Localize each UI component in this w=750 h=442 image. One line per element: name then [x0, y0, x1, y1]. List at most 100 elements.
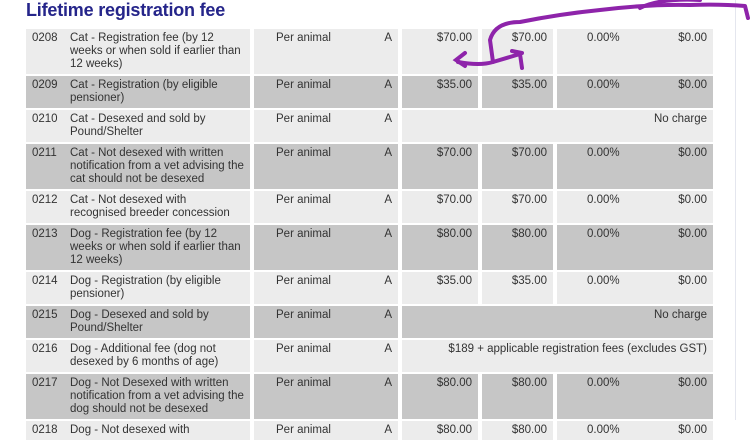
description-cell: 0210 Cat - Desexed and sold by Pound/Shel… [26, 110, 250, 142]
fee-description: Cat - Desexed and sold by Pound/Shelter [70, 113, 206, 138]
fee-code: 0210 [32, 113, 58, 125]
unit-cell: Per animal A [254, 340, 398, 372]
table-row: 0215 Dog - Desexed and sold by Pound/Shel… [26, 306, 714, 340]
unit: Per animal [276, 32, 331, 44]
fee-description: Dog - Not desexed with [70, 424, 190, 436]
table-row: 0209 Cat - Registration (by eligible pens… [26, 76, 714, 110]
fee-current: $80.00 [482, 225, 553, 270]
fee-table: 0208 Cat - Registration fee (by 12 weeks … [26, 29, 714, 442]
fee-current: $80.00 [482, 421, 553, 440]
unit-cell: Per animal A [254, 421, 398, 440]
fee-code: 0213 [32, 228, 58, 240]
fee-description: Dog - Not Desexed with written notificat… [70, 377, 244, 415]
unit-cell: Per animal A [254, 306, 398, 338]
unit-cell: Per animal A [254, 29, 398, 74]
table-row: 0210 Cat - Desexed and sold by Pound/Shel… [26, 110, 714, 144]
unit: Per animal [276, 79, 331, 91]
change-cell: 0.00% $0.00 [557, 225, 713, 270]
flag: A [384, 377, 392, 389]
table-row: 0213 Dog - Registration fee (by 12 weeks … [26, 225, 714, 272]
table-row: 0214 Dog - Registration (by eligible pens… [26, 272, 714, 306]
unit: Per animal [276, 309, 331, 321]
description-cell: 0215 Dog - Desexed and sold by Pound/Shel… [26, 306, 250, 338]
change-cell: 0.00% $0.00 [557, 374, 713, 419]
gst: $0.00 [678, 32, 707, 44]
percent-change: 0.00% [587, 424, 620, 436]
gst: $0.00 [678, 194, 707, 206]
fee-prior: $80.00 [402, 225, 478, 270]
gst: $0.00 [678, 275, 707, 287]
fee-description: Cat - Registration fee (by 12 weeks or w… [70, 32, 241, 70]
flag: A [384, 424, 392, 436]
table-row: 0216 Dog - Additional fee (dog not desexe… [26, 340, 714, 374]
description-cell: 0208 Cat - Registration fee (by 12 weeks … [26, 29, 250, 74]
unit: Per animal [276, 147, 331, 159]
description-cell: 0218 Dog - Not desexed with [26, 421, 250, 440]
unit-cell: Per animal A [254, 272, 398, 304]
table-row: 0208 Cat - Registration fee (by 12 weeks … [26, 29, 714, 76]
fee-code: 0217 [32, 377, 58, 389]
fee-prior: $70.00 [402, 144, 478, 189]
gst: $0.00 [678, 79, 707, 91]
unit: Per animal [276, 194, 331, 206]
percent-change: 0.00% [587, 32, 620, 44]
fee-description: Dog - Registration fee (by 12 weeks or w… [70, 228, 241, 266]
unit-cell: Per animal A [254, 110, 398, 142]
description-cell: 0212 Cat - Not desexed with recognised br… [26, 191, 250, 223]
note-cell: No charge [402, 306, 713, 338]
flag: A [384, 275, 392, 287]
table-row: 0212 Cat - Not desexed with recognised br… [26, 191, 714, 225]
fee-description: Cat - Not desexed with written notificat… [70, 147, 244, 185]
fee-code: 0212 [32, 194, 58, 206]
unit: Per animal [276, 113, 331, 125]
fee-code: 0208 [32, 32, 58, 44]
fee-prior: $70.00 [402, 191, 478, 223]
fee-prior: $70.00 [402, 29, 478, 74]
percent-change: 0.00% [587, 275, 620, 287]
change-cell: 0.00% $0.00 [557, 144, 713, 189]
page-edge [735, 0, 736, 420]
percent-change: 0.00% [587, 377, 620, 389]
change-cell: 0.00% $0.00 [557, 421, 713, 440]
fee-current: $70.00 [482, 29, 553, 74]
gst: $0.00 [678, 377, 707, 389]
unit-cell: Per animal A [254, 374, 398, 419]
fee-code: 0209 [32, 79, 58, 91]
table-row: 0218 Dog - Not desexed with Per animal A $8… [26, 421, 714, 442]
section-title: Lifetime registration fee [26, 0, 226, 20]
change-cell: 0.00% $0.00 [557, 191, 713, 223]
percent-change: 0.00% [587, 79, 620, 91]
fee-description: Dog - Desexed and sold by Pound/Shelter [70, 309, 209, 334]
fee-code: 0216 [32, 343, 58, 355]
unit-cell: Per animal A [254, 144, 398, 189]
unit-cell: Per animal A [254, 225, 398, 270]
flag: A [384, 32, 392, 44]
fee-description: Cat - Not desexed with recognised breede… [70, 194, 230, 219]
description-cell: 0209 Cat - Registration (by eligible pens… [26, 76, 250, 108]
fee-prior: $80.00 [402, 421, 478, 440]
flag: A [384, 113, 392, 125]
unit: Per animal [276, 424, 331, 436]
unit: Per animal [276, 228, 331, 240]
fee-current: $70.00 [482, 191, 553, 223]
note-cell: $189 + applicable registration fees (exc… [402, 340, 713, 372]
fee-description: Dog - Additional fee (dog not desexed by… [70, 343, 219, 368]
fee-code: 0215 [32, 309, 58, 321]
change-cell: 0.00% $0.00 [557, 29, 713, 74]
change-cell: 0.00% $0.00 [557, 272, 713, 304]
table-row: 0217 Dog - Not Desexed with written notif… [26, 374, 714, 421]
unit: Per animal [276, 275, 331, 287]
description-cell: 0214 Dog - Registration (by eligible pens… [26, 272, 250, 304]
fee-description: Dog - Registration (by eligible pensione… [70, 275, 221, 300]
change-cell: 0.00% $0.00 [557, 76, 713, 108]
description-cell: 0211 Cat - Not desexed with written notif… [26, 144, 250, 189]
gst: $0.00 [678, 147, 707, 159]
note-cell: No charge [402, 110, 713, 142]
description-cell: 0217 Dog - Not Desexed with written notif… [26, 374, 250, 419]
flag: A [384, 194, 392, 206]
gst: $0.00 [678, 228, 707, 240]
fee-current: $35.00 [482, 272, 553, 304]
fee-code: 0218 [32, 424, 58, 436]
flag: A [384, 343, 392, 355]
fee-prior: $80.00 [402, 374, 478, 419]
